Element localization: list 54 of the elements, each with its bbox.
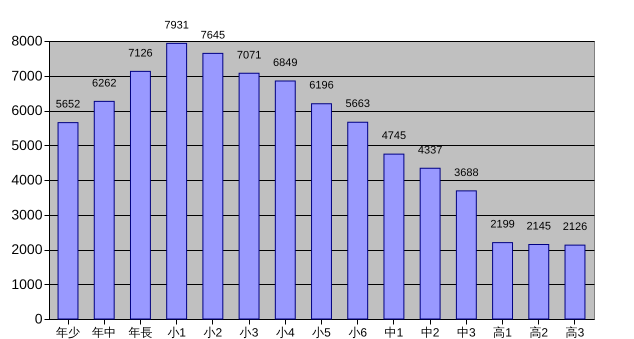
data-label: 4337	[418, 144, 442, 156]
data-label: 3688	[454, 166, 479, 179]
bar	[238, 72, 260, 320]
x-tick-label: 高3	[566, 326, 585, 339]
x-tick-label: 中1	[384, 326, 404, 339]
x-tick-label: 小5	[312, 326, 332, 339]
data-label: 2126	[562, 221, 588, 234]
y-tick-label: 6000	[11, 102, 43, 118]
bar	[166, 42, 188, 320]
bar	[456, 190, 477, 320]
x-tick-label: 中2	[420, 326, 440, 339]
bar	[347, 122, 368, 320]
bar	[564, 244, 586, 320]
y-tick-label: 4000	[11, 172, 43, 188]
y-tick-label: 8000	[11, 32, 43, 48]
data-label: 5663	[345, 98, 370, 110]
data-label: 7931	[164, 19, 189, 32]
bar	[383, 154, 404, 320]
y-tick-label: 7000	[11, 67, 43, 84]
x-tick-label: 小4	[276, 326, 295, 339]
x-tick-label: 年少	[56, 326, 80, 339]
data-label: 7126	[128, 47, 153, 60]
bar	[274, 80, 296, 320]
bar	[130, 70, 151, 320]
x-tick-label: 小1	[167, 326, 186, 339]
bar	[94, 100, 115, 320]
x-tick-label: 年中	[92, 326, 116, 339]
data-label: 6262	[92, 77, 116, 90]
data-label: 7071	[236, 49, 262, 62]
x-tick-label: 小3	[240, 326, 259, 339]
bar	[202, 52, 224, 320]
bar	[492, 242, 514, 320]
data-label: 2145	[526, 220, 552, 232]
y-tick-label: 3000	[11, 206, 43, 222]
bar	[311, 103, 332, 320]
bar	[528, 244, 550, 320]
x-tick-label: 高1	[493, 326, 512, 339]
x-tick-label: 中3	[457, 326, 476, 339]
data-label: 4745	[382, 130, 406, 142]
bar	[58, 122, 78, 320]
bar	[420, 168, 441, 320]
data-label: 2199	[490, 218, 515, 231]
data-label: 5652	[56, 98, 80, 111]
data-label: 6849	[273, 56, 298, 69]
y-tick-label: 0	[34, 310, 43, 326]
x-tick-label: 小2	[204, 326, 223, 339]
y-tick-label: 1000	[11, 276, 43, 292]
x-tick-label: 小6	[348, 326, 368, 339]
data-label: 7645	[200, 29, 226, 42]
x-tick-label: 年長	[128, 326, 152, 339]
x-tick-label: 高2	[529, 326, 548, 339]
data-label: 6196	[309, 80, 334, 92]
y-tick-label: 2000	[11, 241, 43, 257]
y-tick-label: 5000	[11, 136, 43, 153]
